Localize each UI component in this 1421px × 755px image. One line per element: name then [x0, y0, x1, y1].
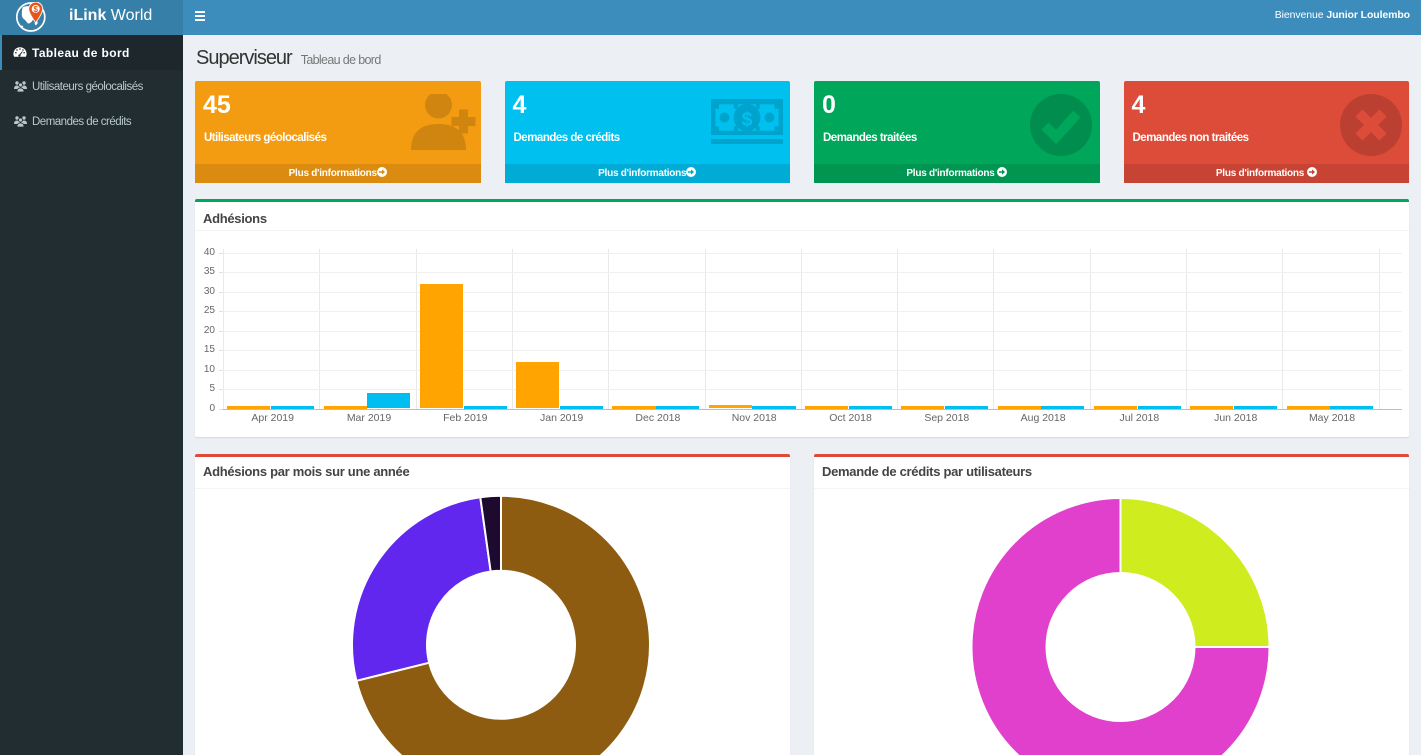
svg-text:$: $ [741, 109, 752, 131]
svg-text:$: $ [33, 5, 38, 14]
